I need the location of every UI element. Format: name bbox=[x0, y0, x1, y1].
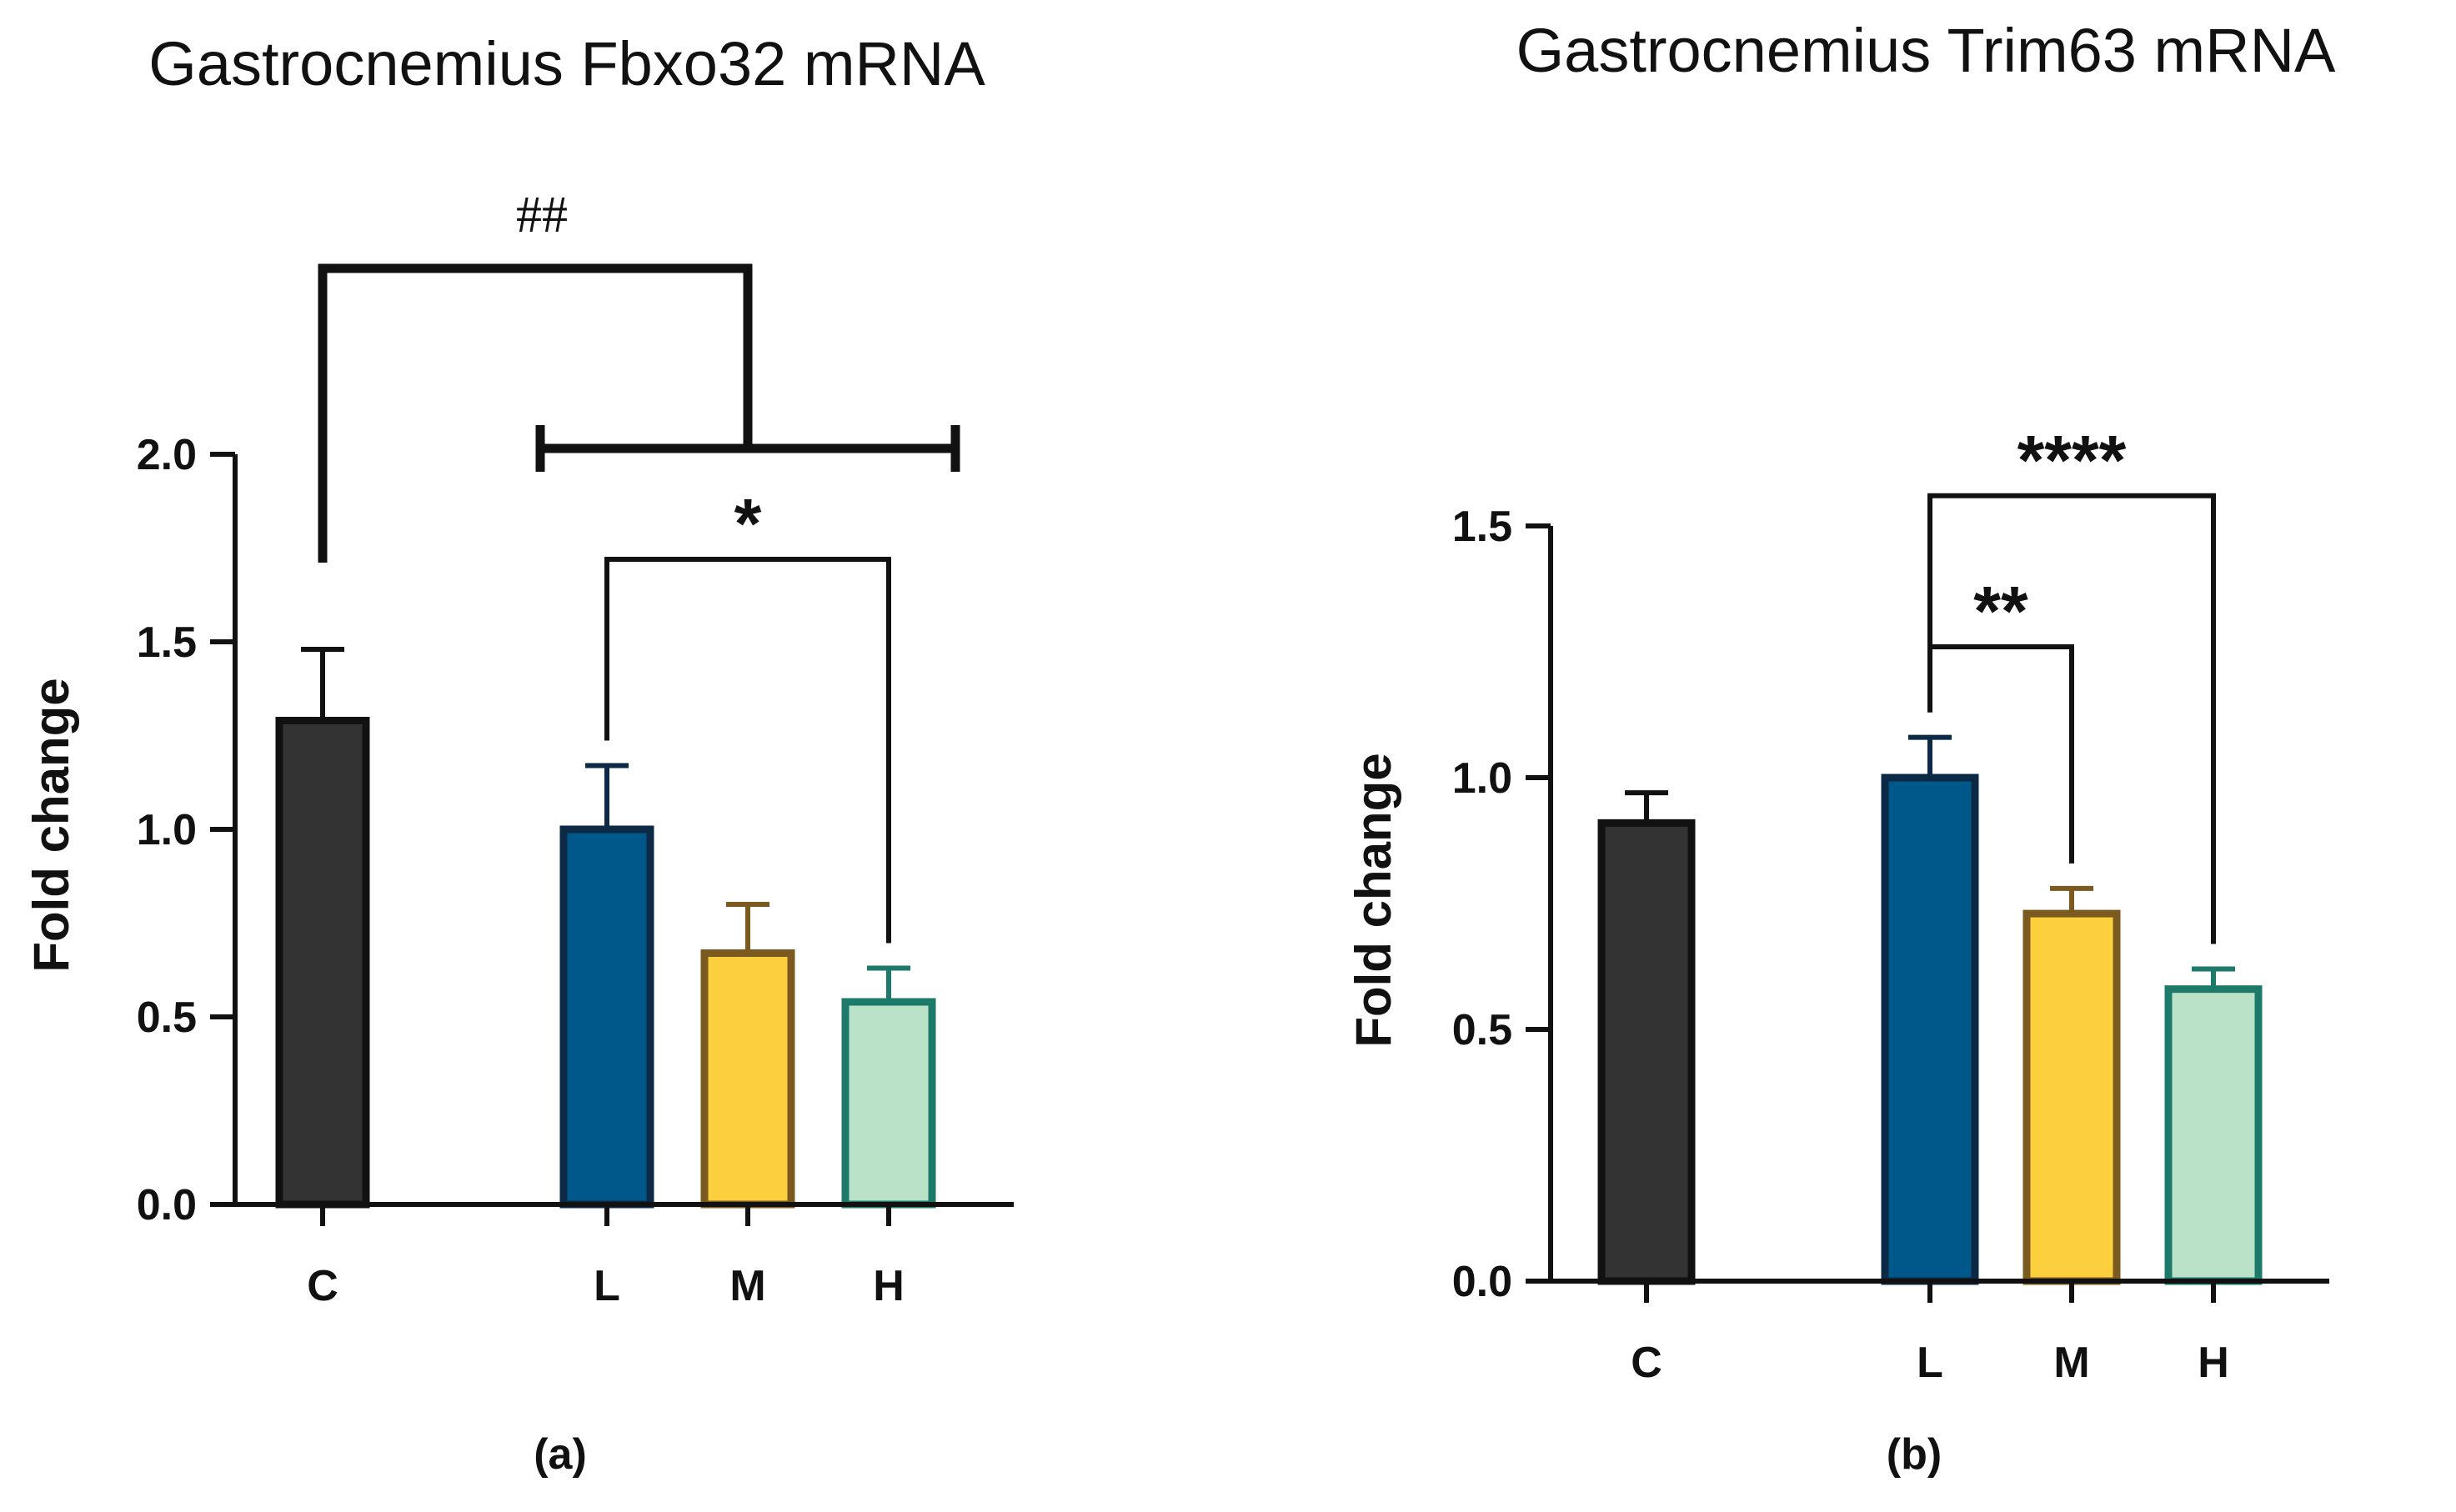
panel-b-y-tick-label: 1.5 bbox=[1452, 503, 1512, 551]
panel-a-x-tick-label: L bbox=[594, 1262, 620, 1310]
panel-b-y-tick-label: 0.5 bbox=[1452, 1006, 1512, 1054]
panel-b-bar-L bbox=[1881, 774, 1979, 1285]
panel-b-y-tick-label: 1.0 bbox=[1452, 754, 1512, 803]
panel-b-x-tick-label: M bbox=[2053, 1339, 2089, 1387]
panel-a-y-axis-label: Fold change bbox=[23, 678, 79, 972]
panel-a-sig-label-hash: ## bbox=[516, 187, 568, 243]
panel-a-y-tick-label: 2.0 bbox=[137, 431, 197, 479]
panel-b-bar-H bbox=[2164, 985, 2263, 1285]
panel-b-x-tick-label: C bbox=[1631, 1339, 1662, 1387]
panel-b-bar-C bbox=[1597, 819, 1696, 1285]
panel-b-sig-bracket-1 bbox=[1927, 643, 2074, 864]
panel-a-bar-H bbox=[841, 998, 936, 1209]
panel-a-title: Gastrocnemius Fbxo32 mRNA bbox=[148, 29, 985, 98]
panel-a-bar-M bbox=[700, 949, 795, 1209]
panel-a-bar-C bbox=[275, 717, 370, 1209]
panel-a: Gastrocnemius Fbxo32 mRNA Fold change ##… bbox=[23, 29, 1014, 1479]
panel-b-y-tick-label: 0.0 bbox=[1452, 1258, 1512, 1306]
panel-b-x-tick-label: L bbox=[1917, 1339, 1943, 1387]
panel-a-x-tick-label: H bbox=[873, 1262, 905, 1310]
panel-b-y-axis-label: Fold change bbox=[1346, 753, 1401, 1047]
panel-a-x-tick-label: C bbox=[307, 1262, 338, 1310]
panel-a-x-tick-label: M bbox=[729, 1262, 765, 1310]
panel-b-sig-label-1: ** bbox=[1973, 572, 2028, 650]
panel-b-title: Gastrocnemius Trim63 mRNA bbox=[1516, 16, 2336, 85]
panel-b: Gastrocnemius Trim63 mRNA Fold change **… bbox=[1346, 16, 2336, 1479]
panel-a-y-tick-label: 0.0 bbox=[137, 1181, 197, 1229]
panel-a-label: (a) bbox=[534, 1430, 587, 1479]
panel-b-sig-label-0: **** bbox=[2017, 421, 2127, 499]
panel-a-y-tick-label: 0.5 bbox=[137, 994, 197, 1042]
panel-a-bar-L bbox=[559, 825, 654, 1209]
panel-a-y-tick-label: 1.5 bbox=[137, 618, 197, 667]
panel-a-sig-bracket-1 bbox=[604, 557, 891, 944]
panel-a-sig-bracket-hash bbox=[318, 263, 753, 563]
panel-a-sig-label-1: * bbox=[734, 484, 762, 563]
panel-b-bar-M bbox=[2022, 909, 2121, 1285]
panel-b-x-tick-label: H bbox=[2198, 1339, 2229, 1387]
panel-a-y-tick-label: 1.0 bbox=[137, 806, 197, 854]
panel-b-sig-bracket-0 bbox=[1927, 493, 2216, 944]
panel-b-label: (b) bbox=[1887, 1430, 1942, 1479]
